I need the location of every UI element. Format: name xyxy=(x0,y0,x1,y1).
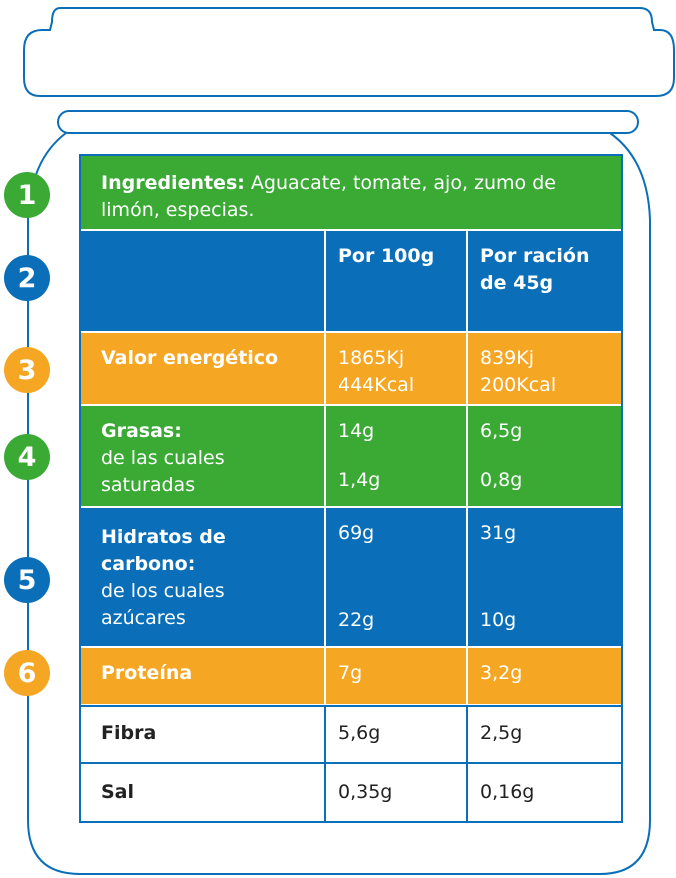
value: 2,5g xyxy=(480,721,523,744)
marker: 5 xyxy=(4,557,50,603)
header-text: Por ración de 45g xyxy=(480,245,590,294)
value: 7g xyxy=(338,662,363,684)
value-cell: 3,2g xyxy=(468,648,621,704)
value-cell: 2,5g xyxy=(468,706,621,760)
value: 5,6g xyxy=(338,721,381,744)
header-cell: Por 100g xyxy=(326,231,466,331)
label: Sal xyxy=(101,781,135,803)
ingredients-text: Aguacate, tomate, ajo, zumo de limón, es… xyxy=(101,172,556,221)
divider xyxy=(81,705,621,707)
value-cell: 7g xyxy=(326,648,466,704)
header-blank xyxy=(81,231,324,331)
row-label: Hidratos de carbono: de los cuales azúcar… xyxy=(81,508,324,646)
value-cell: 1865Kj 444Kcal xyxy=(326,333,466,404)
value: 1865Kj xyxy=(338,347,405,369)
value-cell: 839Kj 200Kcal xyxy=(468,333,621,404)
ingredients-label: Ingredientes: xyxy=(101,172,245,194)
label: Grasas: xyxy=(101,420,182,442)
value: 0,16g xyxy=(480,781,535,803)
value-cell: 0,35g xyxy=(326,762,466,821)
value: 69g xyxy=(338,522,375,544)
marker: 1 xyxy=(4,172,50,218)
marker: 6 xyxy=(4,650,50,696)
value: 6,5g xyxy=(480,420,523,442)
marker: 3 xyxy=(4,347,50,393)
value-cell: 14g 1,4g xyxy=(326,406,466,506)
value: 0,8g xyxy=(480,469,523,491)
value-cell: 69g 22g xyxy=(326,508,466,646)
value: 10g xyxy=(480,609,517,631)
value: 22g xyxy=(338,609,375,631)
ingredients: Ingredientes: Aguacate, tomate, ajo, zum… xyxy=(81,156,621,229)
marker: 4 xyxy=(4,434,50,480)
value: 1,4g xyxy=(338,469,381,491)
row-label: Proteína xyxy=(81,648,324,704)
value: 200Kcal xyxy=(480,374,557,396)
value: 31g xyxy=(480,522,517,544)
value: 839Kj xyxy=(480,347,535,369)
header-text: Por 100g xyxy=(338,245,435,267)
value-cell: 0,16g xyxy=(468,762,621,821)
row-label: Sal xyxy=(81,762,324,821)
value-cell: 31g 10g xyxy=(468,508,621,646)
sublabel: de las cuales saturadas xyxy=(101,447,225,496)
row-label: Valor energético xyxy=(81,333,324,404)
value: 3,2g xyxy=(480,662,523,684)
value: 14g xyxy=(338,420,375,442)
row-label: Grasas: de las cuales saturadas xyxy=(81,406,324,506)
marker: 2 xyxy=(4,255,50,301)
label: Hidratos de carbono: xyxy=(101,526,226,575)
value: 444Kcal xyxy=(338,374,415,396)
header-cell: Por ración de 45g xyxy=(468,231,621,331)
value-cell: 6,5g 0,8g xyxy=(468,406,621,506)
divider xyxy=(466,705,468,821)
label: Valor energético xyxy=(101,347,279,369)
label: Fibra xyxy=(101,721,157,744)
row-label: Fibra xyxy=(81,706,324,760)
sublabel: de los cuales azúcares xyxy=(101,580,225,629)
value: 0,35g xyxy=(338,781,393,803)
divider xyxy=(324,705,326,821)
label: Proteína xyxy=(101,662,193,684)
value-cell: 5,6g xyxy=(326,706,466,760)
